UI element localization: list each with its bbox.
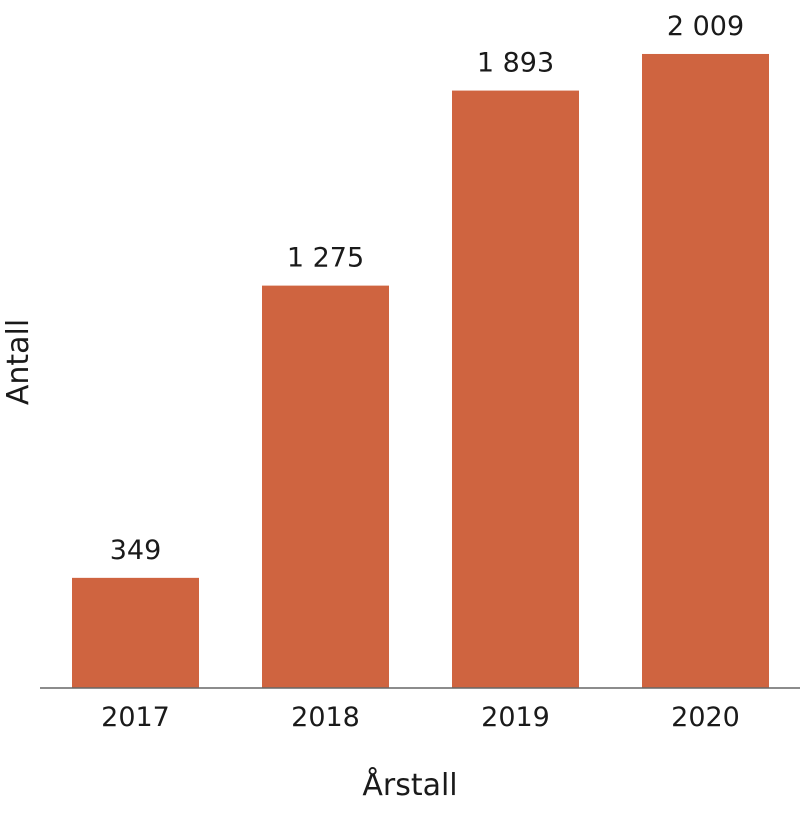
value-label-2018: 1 275 xyxy=(287,243,364,274)
x-tick-label-2018: 2018 xyxy=(291,702,360,733)
bars-group xyxy=(72,53,769,688)
bar-2018 xyxy=(262,285,389,688)
bar-2019 xyxy=(452,90,579,688)
x-tick-labels-group: 2017 2018 2019 2020 xyxy=(101,702,740,733)
bar-2017 xyxy=(72,577,199,688)
value-label-2019: 1 893 xyxy=(477,48,554,79)
x-tick-label-2017: 2017 xyxy=(101,702,170,733)
value-labels-group: 349 1 275 1 893 2 009 xyxy=(110,11,744,566)
value-label-2017: 349 xyxy=(110,535,162,566)
y-axis-title: Antall xyxy=(1,319,36,405)
x-tick-label-2020: 2020 xyxy=(671,702,740,733)
value-label-2020: 2 009 xyxy=(667,11,744,42)
bar-2020 xyxy=(642,53,769,688)
x-tick-label-2019: 2019 xyxy=(481,702,550,733)
x-axis-title: Årstall xyxy=(362,767,457,803)
